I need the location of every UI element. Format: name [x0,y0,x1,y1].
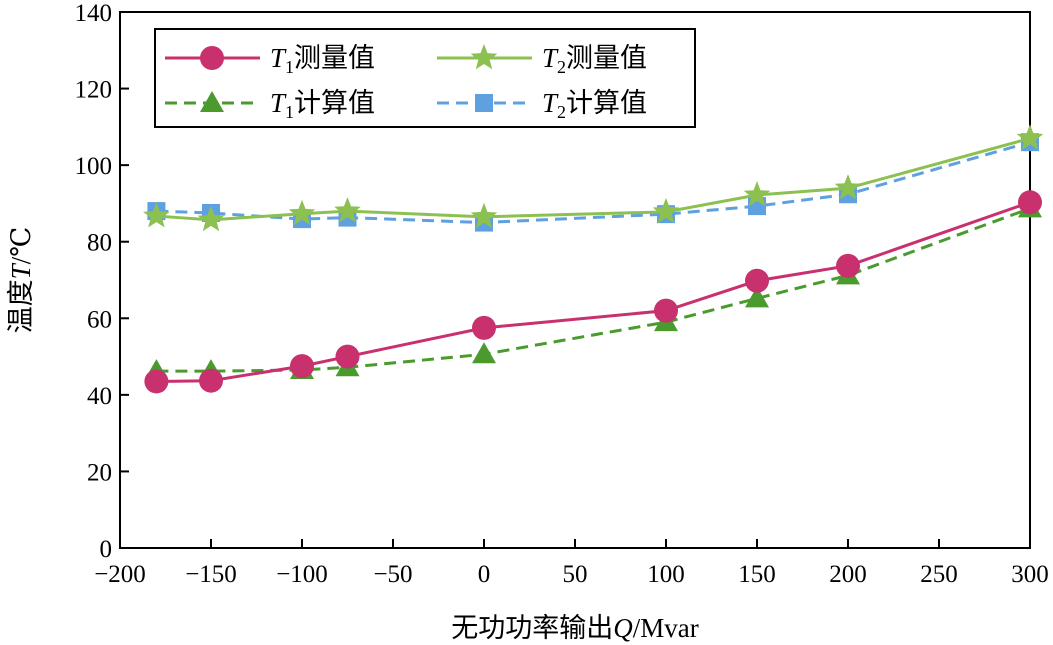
legend-entry: T2计算值 [437,88,647,122]
circle-marker [745,268,769,293]
series-line [156,140,1031,225]
series-line [156,206,1031,373]
star-marker [470,44,498,70]
circle-marker [200,46,224,70]
star-marker [197,205,225,232]
x-tick-label: 0 [478,561,491,588]
star-marker [834,174,862,200]
x-tick-label: 200 [829,561,867,588]
triangle-marker [472,342,496,364]
y-tick-label: 120 [75,77,113,104]
x-tick-label: 100 [647,561,685,588]
triangle-marker [745,286,769,308]
star-marker [470,202,498,229]
x-tick-label: −100 [276,561,328,588]
y-axis-label: 温度T/℃ [6,227,36,334]
star-marker [652,197,680,224]
triangle-marker [200,91,224,112]
legend-label: T1测量值 [270,43,375,77]
x-tick-label: 300 [1011,561,1049,588]
y-tick-label: 100 [75,153,113,180]
star-marker [288,199,316,226]
x-tick-label: 250 [920,561,958,588]
x-axis-label: 无功功率输出Q/Mvar [451,613,698,643]
legend-label: T2计算值 [542,88,647,122]
circle-marker [1018,190,1042,215]
series-T1测量值 [144,190,1042,394]
legend-entry: T1测量值 [165,43,375,77]
circle-marker [654,298,678,323]
star-marker [743,181,771,207]
legend: T1测量值 T2测量值 T1计算值 T2计算值 [154,28,696,128]
legend-entry: T1计算值 [165,88,375,122]
y-tick-label: 80 [87,230,112,257]
y-tick-label: 20 [87,459,112,486]
x-tick-label: −200 [94,561,146,588]
circle-marker [836,253,860,278]
legend-box [154,28,696,128]
legend-label: T2测量值 [542,43,647,77]
circle-marker [199,368,223,393]
y-tick-label: 60 [87,306,112,333]
star-marker [143,202,170,228]
y-tick-label: 0 [100,536,113,563]
star-marker [1016,124,1044,150]
legend-entry: T2测量值 [437,43,647,77]
x-tick-label: −50 [373,561,412,588]
circle-marker [472,315,496,340]
series-line [156,200,1031,383]
circle-marker [144,369,169,394]
series-T2测量值 [143,124,1044,232]
legend-label: T1计算值 [270,88,375,122]
series-group [143,124,1044,394]
circle-marker [290,354,314,379]
series-T1计算值 [144,196,1042,381]
star-marker [334,197,361,223]
y-tick-label: 140 [75,0,113,27]
axes: −200 −150 −100 −50 0 50 100 150 200 250 300 0 20 40 60… [75,0,1049,588]
x-tick-label: 150 [738,561,776,588]
series-T2计算值 [147,133,1039,232]
y-tick-label: 40 [87,383,112,410]
x-tick-label: −150 [185,561,237,588]
x-tick-label: 50 [563,561,588,588]
square-marker [475,94,493,112]
circle-marker [335,344,360,369]
